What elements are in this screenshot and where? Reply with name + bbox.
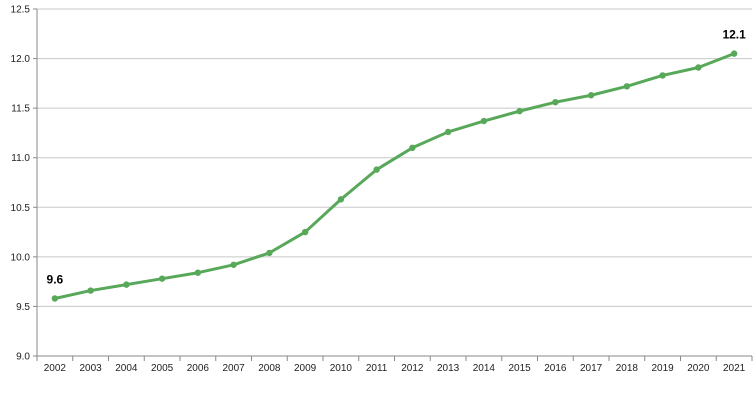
data-label: 12.1 [722,28,746,42]
x-tick-label: 2009 [294,363,317,374]
data-point [587,92,595,99]
data-point [695,64,702,71]
x-tick-label: 2017 [580,363,603,374]
x-tick-label: 2020 [687,363,710,374]
y-tick-label: 9.0 [16,352,30,363]
x-tick-label: 2006 [187,363,210,374]
x-tick-label: 2007 [223,363,246,374]
data-point [409,144,416,151]
data-point [158,275,166,282]
y-tick-label: 12.5 [11,5,31,16]
y-axis-ticks: 9.0 9.5 10.0 10.5 11.0 11.5 12.0 12.5 [11,5,31,363]
x-tick-label: 2015 [509,363,532,374]
data-point [659,72,666,79]
x-tick-label: 2010 [330,363,353,374]
data-point [194,269,202,276]
x-tick-label: 2019 [652,363,675,374]
x-tick-label: 2021 [723,363,746,374]
x-tick-label: 2018 [616,363,639,374]
y-tick-label: 9.5 [16,302,30,313]
y-tick-label: 10.5 [11,203,31,214]
axes [33,8,753,361]
x-tick-label: 2003 [80,363,103,374]
data-point [444,128,452,136]
data-label: 9.6 [47,272,64,286]
x-tick-label: 2014 [473,363,496,374]
x-tick-label: 2012 [401,363,424,374]
x-tick-label: 2002 [44,363,67,374]
data-point [230,261,237,268]
data-point [623,83,631,90]
data-labels: 9.6 12.1 [47,28,747,287]
data-point [730,50,738,57]
data-point [266,249,273,257]
series-line [53,52,736,300]
data-point [480,117,488,125]
data-point [87,287,94,294]
y-tick-label: 11.0 [11,153,30,164]
gridlines [37,8,752,307]
data-point [337,196,345,203]
x-tick-label: 2013 [437,363,460,374]
x-tick-label: 2008 [258,363,281,374]
x-tick-label: 2011 [366,363,388,374]
x-tick-label: 2004 [115,363,138,374]
data-point [516,107,523,115]
series-line-layer [51,50,738,302]
data-point [51,295,59,302]
x-tick-label: 2005 [151,363,174,374]
x-tick-label: 2016 [544,363,567,374]
data-point [552,98,559,106]
data-point [373,166,380,173]
data-point [301,228,309,236]
y-tick-label: 11.5 [11,104,30,115]
data-point [123,281,130,288]
x-axis-ticks: 2002 2003 2004 2005 2006 2007 2008 2009 2010 2011… [44,363,746,374]
y-tick-label: 12.0 [11,54,31,65]
y-tick-label: 10.0 [11,252,31,263]
